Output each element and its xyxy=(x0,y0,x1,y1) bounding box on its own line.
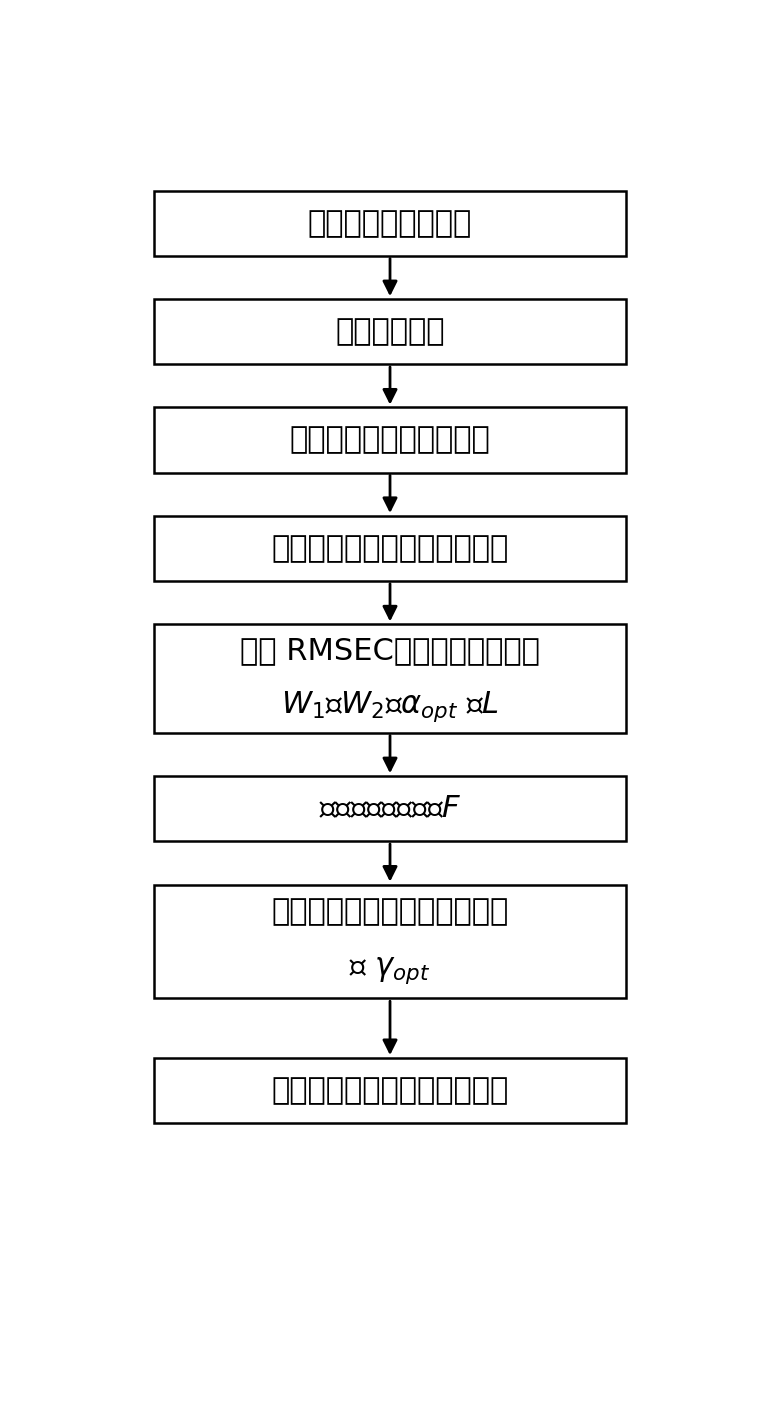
Text: $W_1$、$W_2$、$\alpha_{opt}$ 和$L$: $W_1$、$W_2$、$\alpha_{opt}$ 和$L$ xyxy=(281,690,499,724)
Text: 建立 RMSEC，并获取优化组合: 建立 RMSEC，并获取优化组合 xyxy=(240,636,540,665)
Text: 获取定标样品光谱图: 获取定标样品光谱图 xyxy=(308,208,472,238)
Bar xyxy=(154,884,626,998)
Text: 获取待测样品分析元素的含量: 获取待测样品分析元素的含量 xyxy=(272,1076,508,1105)
Text: 获取积分范围和积分强度: 获取积分范围和积分强度 xyxy=(290,425,490,455)
Bar xyxy=(154,624,626,732)
Text: 重构光谱信号: 重构光谱信号 xyxy=(336,317,444,346)
Text: 建立分析元素单变量回归模型: 建立分析元素单变量回归模型 xyxy=(272,534,508,563)
Bar xyxy=(154,776,626,841)
Bar xyxy=(154,515,626,582)
Text: 获取最佳连续背景扣除比例因: 获取最佳连续背景扣除比例因 xyxy=(272,897,508,926)
Bar xyxy=(154,407,626,473)
Text: 子 $\gamma_{opt}$: 子 $\gamma_{opt}$ xyxy=(349,956,431,987)
Text: 获取最佳小波函数$\it{F}$: 获取最佳小波函数$\it{F}$ xyxy=(319,794,461,824)
Bar xyxy=(154,190,626,256)
Bar xyxy=(154,1057,626,1124)
Bar xyxy=(154,298,626,365)
